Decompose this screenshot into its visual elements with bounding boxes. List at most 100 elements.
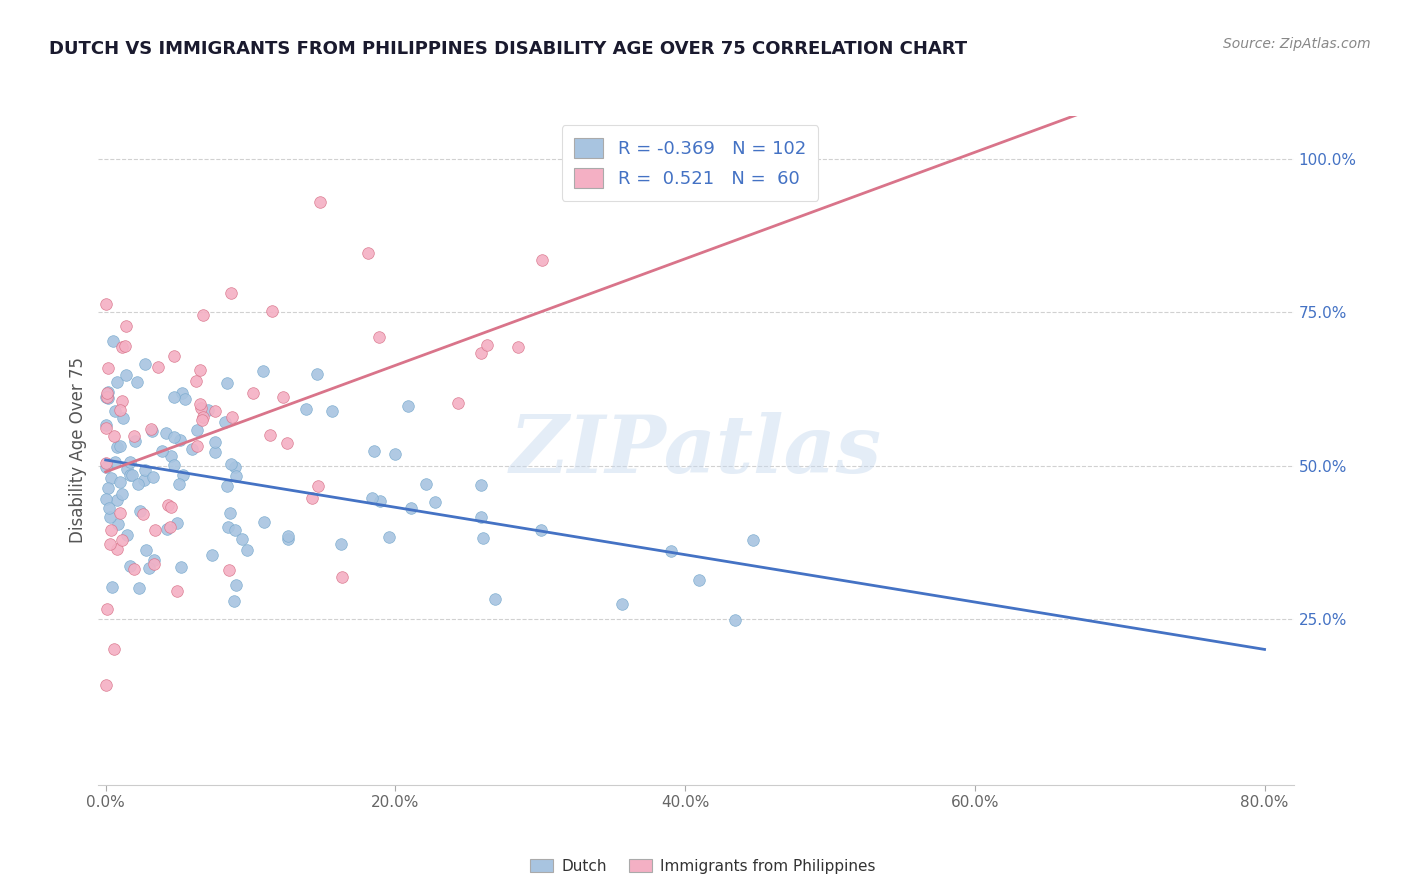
Point [132,473,155,487]
Text: ZIPatlas: ZIPatlas [510,412,882,489]
Point [218,507,240,521]
Point [252,364,274,378]
Point [218,564,240,578]
Y-axis label: Disability Age Over 75: Disability Age Over 75 [69,358,87,543]
Point [305,367,328,381]
Point [108,506,131,520]
Point [307,479,329,493]
Point [169,434,191,448]
Point [447,396,470,410]
Point [105,493,128,508]
Point [221,410,243,425]
Point [107,516,129,531]
Text: Source: ZipAtlas.com: Source: ZipAtlas.com [1223,37,1371,52]
Point [188,363,211,377]
Point [172,467,194,482]
Point [105,441,128,455]
Point [399,501,422,516]
Point [103,642,125,657]
Point [94,421,117,435]
Point [214,416,236,430]
Point [111,394,134,409]
Point [197,402,219,417]
Point [308,194,330,209]
Point [94,297,117,311]
Point [118,559,141,574]
Point [98,536,121,550]
Point [277,528,299,542]
Point [174,392,197,407]
Point [181,442,204,457]
Point [143,523,166,537]
Point [108,403,131,417]
Point [143,557,166,571]
Point [97,481,120,495]
Point [100,524,122,538]
Point [508,340,530,354]
Point [231,532,253,546]
Point [277,533,299,547]
Point [112,410,135,425]
Point [97,391,120,405]
Point [97,385,120,400]
Point [100,471,122,485]
Point [115,462,138,476]
Point [96,491,118,506]
Point [121,468,143,483]
Point [190,401,212,415]
Point [276,436,298,450]
Point [105,375,128,389]
Point [224,459,246,474]
Point [235,543,257,558]
Point [135,542,157,557]
Point [122,562,145,576]
Point [108,475,131,489]
Point [143,552,166,566]
Point [94,678,117,692]
Point [134,357,156,371]
Point [155,426,177,441]
Point [120,455,142,469]
Point [103,455,125,469]
Point [163,458,186,472]
Point [219,457,242,471]
Point [159,449,181,463]
Point [470,477,492,491]
Point [169,477,191,491]
Point [134,463,156,477]
Point [96,390,118,404]
Point [103,429,125,443]
Point [531,252,554,267]
Point [204,444,226,458]
Point [184,374,207,388]
Point [321,403,343,417]
Point [103,334,125,348]
Point [108,439,131,453]
Point [329,537,352,551]
Point [163,390,186,404]
Point [125,375,148,389]
Point [148,360,170,375]
Point [115,319,138,334]
Point [723,614,745,628]
Point [111,340,134,354]
Point [170,560,193,574]
Point [242,386,264,401]
Text: DUTCH VS IMMIGRANTS FROM PHILIPPINES DISABILITY AGE OVER 75 CORRELATION CHART: DUTCH VS IMMIGRANTS FROM PHILIPPINES DIS… [49,40,967,58]
Point [186,439,208,453]
Point [224,593,246,607]
Point [363,443,385,458]
Point [423,495,446,509]
Point [96,385,118,400]
Point [415,476,437,491]
Point [100,580,122,594]
Point [170,386,193,401]
Point [260,304,283,318]
Point [162,430,184,444]
Point [193,308,215,322]
Point [688,574,710,588]
Point [190,413,212,427]
Point [115,368,138,382]
Point [470,510,492,524]
Point [141,424,163,438]
